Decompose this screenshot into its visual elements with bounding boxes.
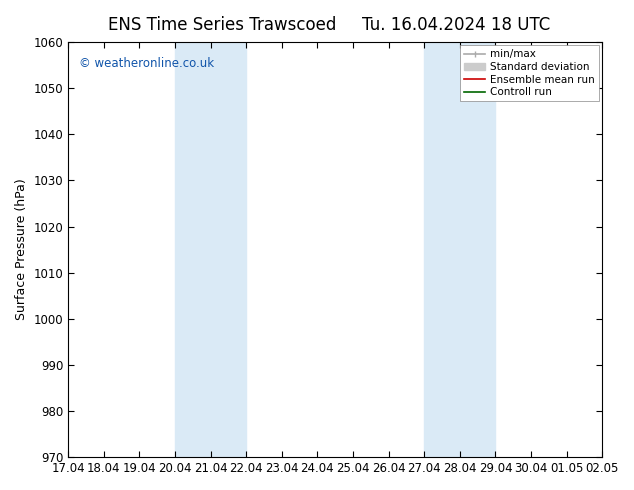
Bar	[175, 42, 246, 457]
Text: © weatheronline.co.uk: © weatheronline.co.uk	[79, 56, 214, 70]
Text: ENS Time Series Trawscoed: ENS Time Series Trawscoed	[108, 16, 336, 34]
Title: ENS Time Series Trawscoed    Tu. 16.04.2024 18 UTC: ENS Time Series Trawscoed Tu. 16.04.2024…	[0, 489, 1, 490]
Y-axis label: Surface Pressure (hPa): Surface Pressure (hPa)	[15, 179, 28, 320]
Text: Tu. 16.04.2024 18 UTC: Tu. 16.04.2024 18 UTC	[363, 16, 550, 34]
Bar	[424, 42, 496, 457]
Legend: min/max, Standard deviation, Ensemble mean run, Controll run: min/max, Standard deviation, Ensemble me…	[460, 45, 599, 101]
